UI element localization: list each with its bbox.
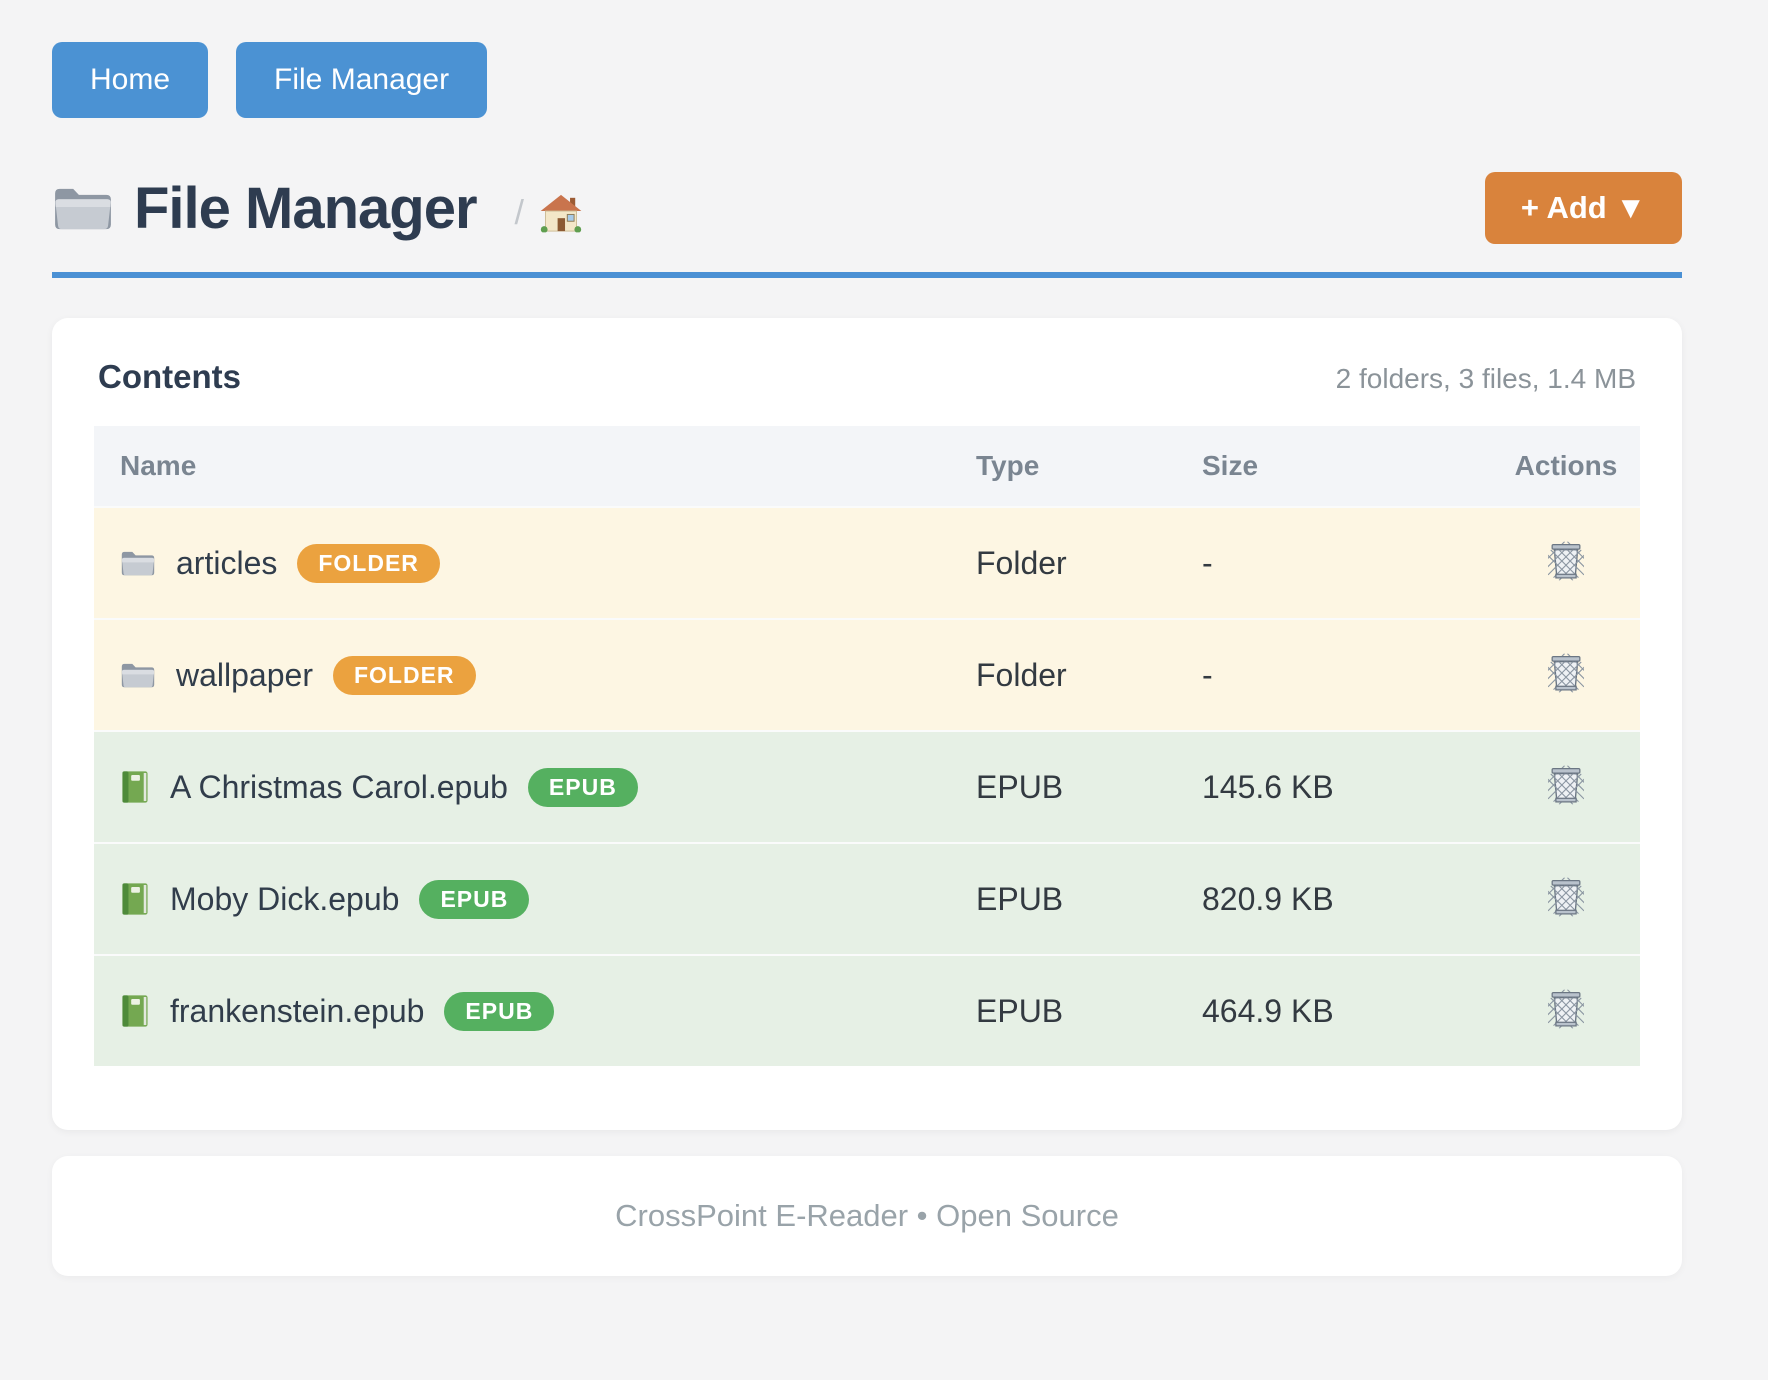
file-name-link[interactable]: frankenstein.epub: [170, 992, 425, 1029]
folder-icon: [120, 548, 156, 578]
folder-badge: FOLDER: [297, 543, 440, 583]
contents-summary: 2 folders, 3 files, 1.4 MB: [1335, 363, 1636, 394]
column-header-size: Size: [1202, 450, 1259, 481]
contents-heading: Contents: [98, 358, 241, 395]
table-header-row: Name Type Size Actions: [94, 426, 1640, 506]
book-icon: [120, 881, 150, 917]
title-group: File Manager /: [52, 175, 582, 242]
delete-button[interactable]: [1540, 761, 1592, 809]
trash-icon: [1548, 877, 1584, 917]
breadcrumb-home-link[interactable]: [540, 193, 582, 233]
book-icon: [120, 769, 150, 805]
type-cell: Folder: [976, 544, 1067, 581]
file-name-link[interactable]: wallpaper: [176, 656, 313, 693]
epub-badge: EPUB: [444, 991, 555, 1031]
top-navigation: Home File Manager: [52, 42, 1682, 118]
house-icon: [540, 193, 582, 233]
title-underline: [52, 272, 1682, 278]
column-header-name: Name: [120, 450, 197, 481]
delete-button[interactable]: [1540, 985, 1592, 1033]
add-button[interactable]: + Add ▼: [1484, 172, 1682, 244]
breadcrumb-separator: /: [514, 193, 524, 232]
trash-icon: [1548, 653, 1584, 693]
page-header: File Manager / + Add ▼: [52, 172, 1682, 244]
size-cell: 820.9 KB: [1202, 880, 1334, 917]
table-row[interactable]: articles FOLDER Folder -: [94, 506, 1640, 618]
size-cell: 145.6 KB: [1202, 768, 1334, 805]
size-cell: -: [1202, 544, 1213, 581]
contents-card-header: Contents 2 folders, 3 files, 1.4 MB: [94, 358, 1640, 396]
footer: CrossPoint E-Reader • Open Source: [52, 1156, 1682, 1276]
table-row[interactable]: Moby Dick.epub EPUB EPUB 820.9 KB: [94, 842, 1640, 954]
trash-icon: [1548, 541, 1584, 581]
epub-badge: EPUB: [419, 879, 530, 919]
table-row[interactable]: frankenstein.epub EPUB EPUB 464.9 KB: [94, 954, 1640, 1066]
epub-badge: EPUB: [527, 767, 638, 807]
file-name-link[interactable]: articles: [176, 544, 278, 581]
type-cell: EPUB: [976, 768, 1064, 805]
nav-home-button[interactable]: Home: [52, 42, 209, 118]
column-header-type: Type: [976, 450, 1040, 481]
contents-card: Contents 2 folders, 3 files, 1.4 MB Name…: [52, 318, 1682, 1130]
folder-icon: [52, 182, 114, 234]
column-header-actions: Actions: [1514, 450, 1618, 481]
size-cell: 464.9 KB: [1202, 992, 1334, 1029]
table-row[interactable]: A Christmas Carol.epub EPUB EPUB 145.6 K…: [94, 730, 1640, 842]
file-table: Name Type Size Actions articles FOLDER F…: [94, 426, 1640, 1066]
delete-button[interactable]: [1540, 537, 1592, 585]
type-cell: Folder: [976, 656, 1067, 693]
folder-badge: FOLDER: [332, 655, 476, 695]
book-icon: [120, 993, 150, 1029]
type-cell: EPUB: [976, 992, 1064, 1029]
footer-text: CrossPoint E-Reader • Open Source: [615, 1198, 1119, 1233]
trash-icon: [1548, 989, 1584, 1029]
file-name-link[interactable]: Moby Dick.epub: [170, 880, 400, 917]
breadcrumb: /: [515, 193, 582, 233]
file-name-link[interactable]: A Christmas Carol.epub: [170, 768, 508, 805]
trash-icon: [1548, 765, 1584, 805]
delete-button[interactable]: [1540, 873, 1592, 921]
nav-file-manager-button[interactable]: File Manager: [236, 42, 488, 118]
table-row[interactable]: wallpaper FOLDER Folder -: [94, 618, 1640, 730]
delete-button[interactable]: [1540, 649, 1592, 697]
page-title: File Manager: [134, 175, 478, 241]
size-cell: -: [1202, 656, 1213, 693]
type-cell: EPUB: [976, 880, 1064, 917]
folder-icon: [120, 660, 156, 690]
